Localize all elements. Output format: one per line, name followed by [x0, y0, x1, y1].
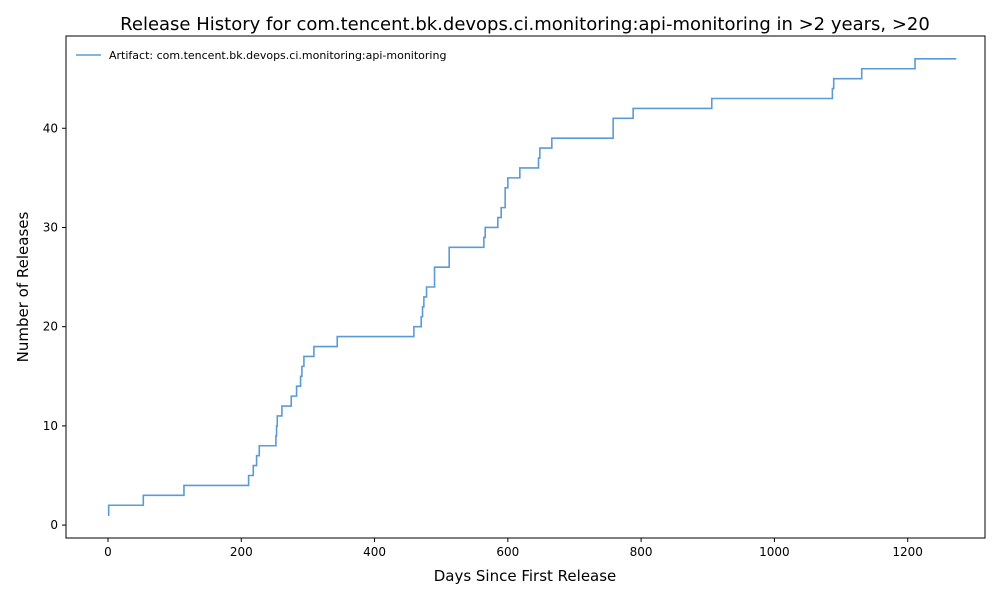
legend: Artifact: com.tencent.bk.devops.ci.monit…: [76, 49, 446, 62]
chart-title: Release History for com.tencent.bk.devop…: [120, 14, 930, 35]
x-axis-title: Days Since First Release: [434, 567, 617, 585]
x-tick-label: 1200: [892, 545, 923, 559]
release-step-line: [107, 58, 957, 516]
x-tick-label: 0: [104, 545, 112, 559]
y-axis: 0 10 20 30 40: [43, 121, 66, 532]
x-tick-label: 400: [363, 545, 386, 559]
x-axis: 0 200 400 600 800 1000 1200: [104, 538, 923, 559]
x-tick-label: 200: [230, 545, 253, 559]
legend-label: Artifact: com.tencent.bk.devops.ci.monit…: [109, 49, 446, 62]
x-tick-label: 800: [630, 545, 653, 559]
y-tick-label: 30: [43, 220, 58, 234]
y-axis-title: Number of Releases: [14, 211, 32, 362]
y-tick-label: 20: [43, 320, 58, 334]
plot-area: [107, 58, 957, 516]
plot-frame: [65, 35, 986, 539]
x-tick-label: 600: [496, 545, 519, 559]
y-tick-label: 40: [43, 121, 58, 135]
y-tick-label: 0: [50, 518, 58, 532]
y-tick-label: 10: [43, 419, 58, 433]
x-tick-label: 1000: [759, 545, 790, 559]
